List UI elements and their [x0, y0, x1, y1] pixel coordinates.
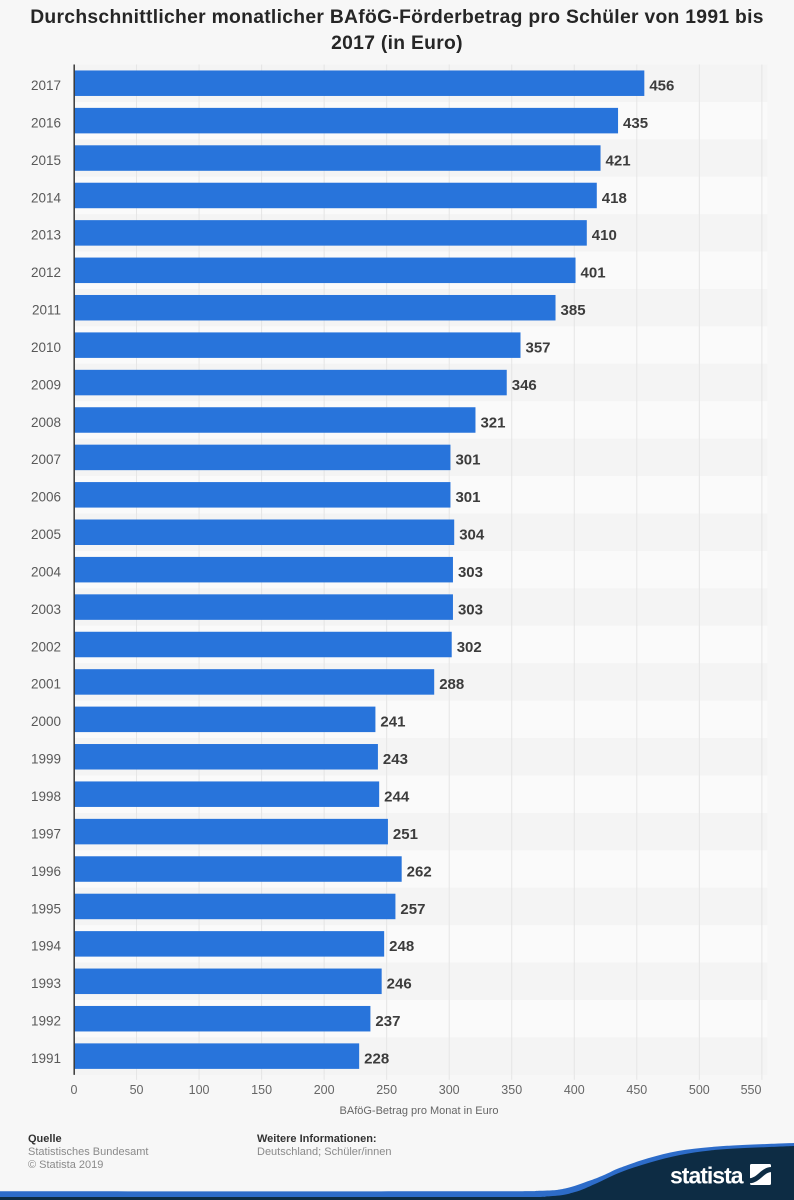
svg-text:statista: statista — [670, 1162, 744, 1188]
svg-text:2014: 2014 — [31, 190, 62, 205]
svg-text:2004: 2004 — [31, 564, 62, 579]
svg-text:2006: 2006 — [31, 490, 61, 505]
svg-text:357: 357 — [526, 339, 551, 356]
svg-text:2015: 2015 — [31, 153, 61, 168]
svg-text:1994: 1994 — [31, 939, 62, 954]
svg-text:100: 100 — [189, 1083, 210, 1097]
svg-text:2007: 2007 — [31, 452, 61, 467]
svg-text:1999: 1999 — [31, 752, 61, 767]
svg-text:400: 400 — [564, 1083, 585, 1097]
svg-text:243: 243 — [383, 751, 408, 768]
svg-text:2012: 2012 — [31, 265, 61, 280]
svg-text:500: 500 — [689, 1083, 710, 1097]
svg-text:401: 401 — [581, 265, 606, 282]
svg-text:200: 200 — [314, 1083, 335, 1097]
svg-text:435: 435 — [623, 115, 648, 132]
svg-text:301: 301 — [455, 452, 480, 469]
svg-text:250: 250 — [376, 1083, 397, 1097]
svg-text:288: 288 — [439, 676, 464, 693]
svg-text:2002: 2002 — [31, 639, 61, 654]
svg-text:1995: 1995 — [31, 901, 61, 916]
svg-text:350: 350 — [501, 1083, 522, 1097]
svg-text:301: 301 — [455, 489, 480, 506]
svg-text:2017: 2017 — [31, 78, 61, 93]
svg-text:1993: 1993 — [31, 976, 61, 991]
svg-text:303: 303 — [458, 601, 483, 618]
svg-text:BAföG-Betrag pro Monat in Euro: BAföG-Betrag pro Monat in Euro — [340, 1105, 499, 1117]
svg-text:1997: 1997 — [31, 826, 61, 841]
svg-text:1998: 1998 — [31, 789, 61, 804]
svg-text:2009: 2009 — [31, 377, 61, 392]
svg-text:246: 246 — [387, 976, 412, 993]
svg-text:2003: 2003 — [31, 602, 61, 617]
svg-text:1996: 1996 — [31, 864, 61, 879]
svg-text:262: 262 — [407, 863, 432, 880]
svg-text:0: 0 — [71, 1083, 78, 1097]
svg-text:150: 150 — [251, 1083, 272, 1097]
svg-text:418: 418 — [602, 190, 627, 207]
svg-text:251: 251 — [393, 826, 418, 843]
svg-text:304: 304 — [459, 527, 485, 544]
svg-text:1991: 1991 — [31, 1051, 61, 1066]
svg-text:1992: 1992 — [31, 1014, 61, 1029]
svg-text:2013: 2013 — [31, 228, 61, 243]
svg-text:321: 321 — [480, 414, 505, 431]
svg-text:303: 303 — [458, 564, 483, 581]
svg-text:450: 450 — [626, 1083, 647, 1097]
svg-text:2016: 2016 — [31, 115, 61, 130]
svg-text:248: 248 — [389, 938, 414, 955]
svg-text:550: 550 — [741, 1083, 762, 1097]
svg-text:228: 228 — [364, 1050, 389, 1067]
svg-text:385: 385 — [561, 302, 586, 319]
svg-text:2010: 2010 — [31, 340, 61, 355]
svg-text:2000: 2000 — [31, 714, 61, 729]
svg-text:244: 244 — [384, 788, 410, 805]
svg-text:421: 421 — [606, 152, 631, 169]
svg-text:302: 302 — [457, 639, 482, 656]
svg-text:2005: 2005 — [31, 527, 61, 542]
svg-text:346: 346 — [512, 377, 537, 394]
svg-text:2008: 2008 — [31, 415, 61, 430]
svg-text:50: 50 — [130, 1083, 144, 1097]
svg-text:2011: 2011 — [32, 303, 61, 318]
svg-text:2001: 2001 — [31, 677, 61, 692]
svg-text:241: 241 — [380, 714, 405, 731]
svg-text:456: 456 — [649, 78, 674, 95]
svg-text:410: 410 — [592, 227, 617, 244]
svg-text:300: 300 — [439, 1083, 460, 1097]
svg-text:237: 237 — [375, 1013, 400, 1030]
svg-text:257: 257 — [400, 901, 425, 918]
